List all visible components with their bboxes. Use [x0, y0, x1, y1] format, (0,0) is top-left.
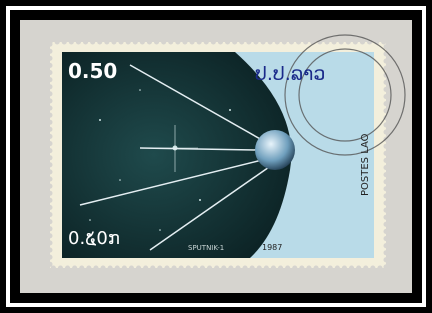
- country-name: ປ.ປ.ລາວ: [255, 63, 325, 85]
- page: 0.50 ປ.ປ.ລາວ 0.໕0ກ SPUTNIK-1 1987 POSTES…: [0, 0, 432, 313]
- postes-label: POSTES LAO: [360, 133, 371, 196]
- stamp-photo: 0.50 ປ.ປ.ລາວ 0.໕0ກ SPUTNIK-1 1987 POSTES…: [0, 0, 432, 313]
- caption: SPUTNIK-1: [188, 244, 224, 252]
- face-value-lao: 0.໕0ກ: [68, 228, 120, 249]
- face-value: 0.50: [68, 59, 117, 83]
- sputnik-sphere: [255, 130, 295, 170]
- year: 1987: [262, 243, 282, 252]
